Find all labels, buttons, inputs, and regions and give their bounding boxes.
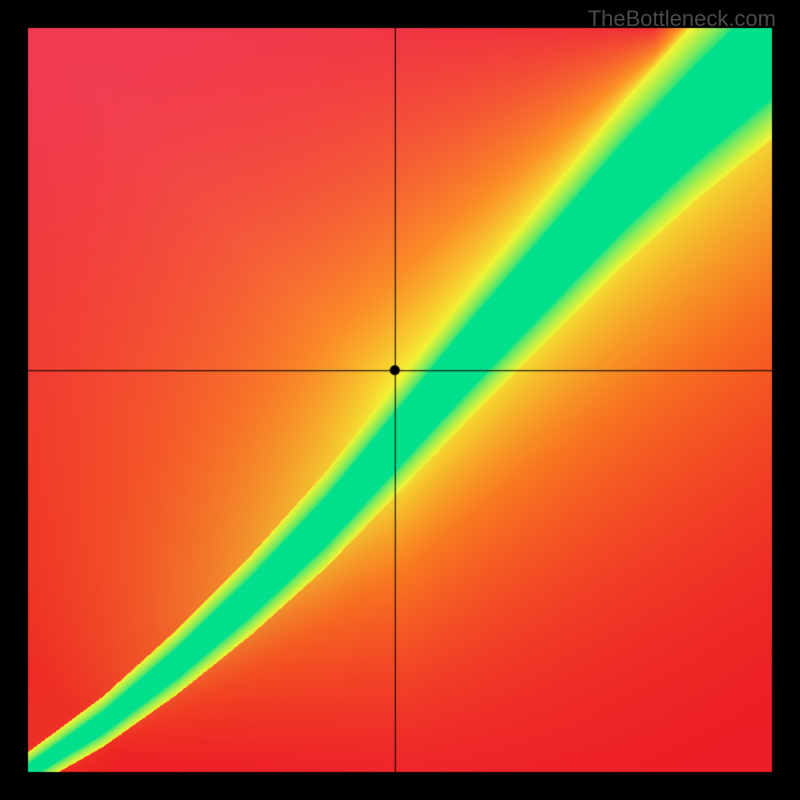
watermark-text: TheBottleneck.com: [588, 6, 776, 32]
chart-container: TheBottleneck.com: [0, 0, 800, 800]
bottleneck-heatmap: [0, 0, 800, 800]
